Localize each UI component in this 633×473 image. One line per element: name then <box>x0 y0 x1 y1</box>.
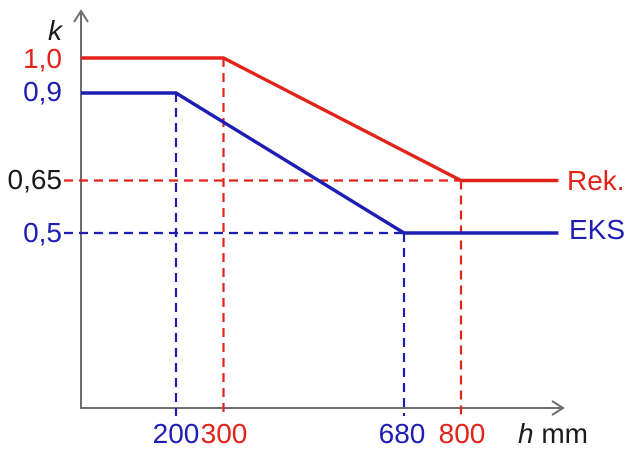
y-tick-label-0-5: 0,5 <box>23 217 62 248</box>
x-tick-label-680: 680 <box>378 418 426 449</box>
y-tick-label-0-9: 0,9 <box>23 76 62 107</box>
x-axis-variable: h <box>518 418 534 449</box>
x-axis-unit: mm <box>541 418 589 449</box>
y-tick-label-1-0: 1,0 <box>23 43 62 74</box>
guide-lines <box>64 58 463 416</box>
x-tick-label-300: 300 <box>200 418 248 449</box>
x-axis-title: h mm <box>518 420 588 448</box>
series-label-eks: EKS <box>569 214 626 245</box>
y-axis-title: k <box>48 15 62 46</box>
series-line-rek <box>81 56 559 183</box>
y-tick-label-0-65: 0,65 <box>7 164 63 195</box>
x-tick-label-800: 800 <box>438 418 486 449</box>
series-line-eks <box>81 91 559 235</box>
series-label-rek: Rek. <box>567 165 625 196</box>
x-tick-label-200: 200 <box>152 418 200 449</box>
axes <box>73 9 565 416</box>
